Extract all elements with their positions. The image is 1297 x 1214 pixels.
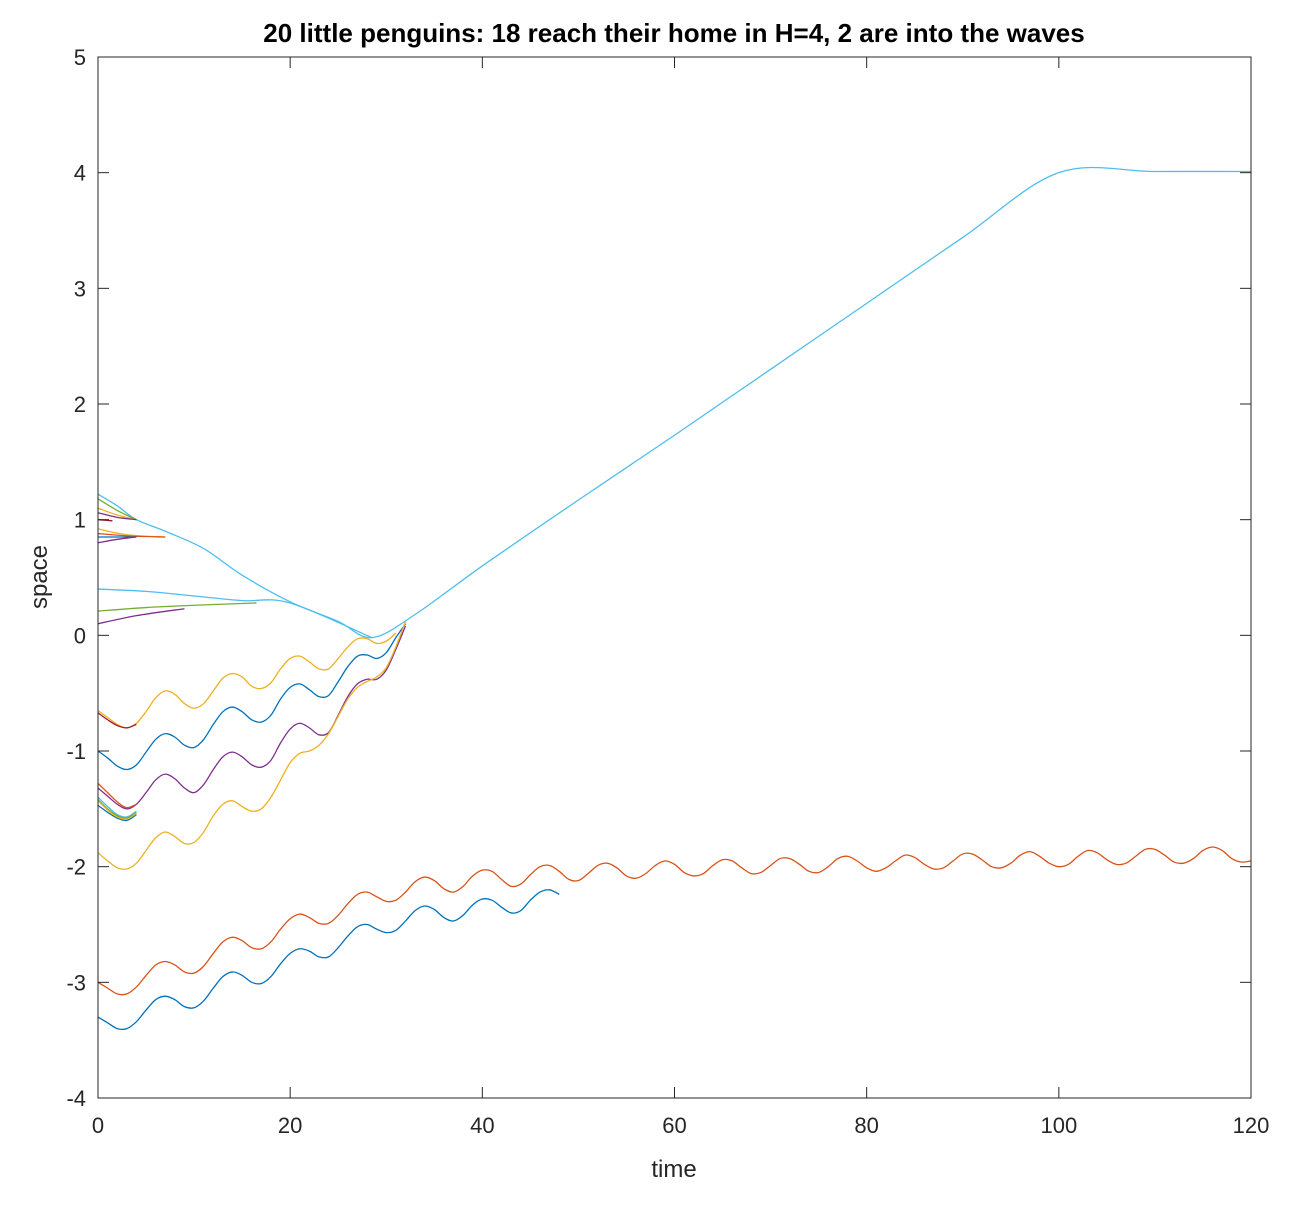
- trajectory-line-13: [97, 632, 397, 729]
- plot-area-box: [97, 56, 1252, 1099]
- trajectory-line-21: [97, 800, 137, 821]
- y-tick-labels: -4 -3 -2 -1 0 1 2 3 4 5: [66, 45, 86, 1111]
- y-tick-label: 5: [74, 45, 86, 70]
- trajectory-line-1: [97, 166, 1252, 639]
- chart-title: 20 little penguins: 18 reach their home …: [263, 18, 1084, 48]
- trajectory-line-3: [97, 602, 257, 612]
- trajectory-line-16: [97, 625, 407, 810]
- x-tick-label: 40: [470, 1113, 494, 1138]
- trajectory-line-4: [97, 608, 185, 625]
- y-tick-label: -1: [66, 739, 86, 764]
- trajectory-line-15: [97, 623, 407, 771]
- x-tick-label: 100: [1040, 1113, 1077, 1138]
- trajectory-line-17: [97, 782, 137, 809]
- x-tick-label: 60: [662, 1113, 686, 1138]
- x-tick-label: 20: [278, 1113, 302, 1138]
- x-axis-label: time: [651, 1156, 696, 1183]
- trajectory-line-7: [97, 512, 137, 521]
- trajectory-line-20: [97, 804, 137, 822]
- y-tick-label: 1: [74, 508, 86, 533]
- trajectory-line-14: [97, 712, 137, 729]
- y-tick-label: 3: [74, 276, 86, 301]
- y-tick-label: 4: [74, 161, 86, 186]
- trajectory-line-19: [97, 799, 137, 819]
- x-tick-labels: 0 20 40 60 80 100 120: [92, 1113, 1269, 1138]
- trajectory-line-22: [97, 621, 407, 870]
- trajectory-line-2: [97, 588, 373, 639]
- y-axis-label: space: [26, 545, 53, 609]
- y-tick-label: -4: [66, 1086, 86, 1111]
- y-tick-label: -3: [66, 970, 86, 995]
- x-tick-label: 0: [92, 1113, 104, 1138]
- y-tick-label: -2: [66, 855, 86, 880]
- trajectory-line-5: [97, 498, 137, 521]
- y-tick-label: 2: [74, 392, 86, 417]
- trajectory-line-12: [97, 536, 137, 544]
- x-tick-label: 120: [1233, 1113, 1270, 1138]
- trajectory-line-18: [97, 796, 137, 818]
- trajectory-line-10: [97, 532, 166, 538]
- trajectory-line-23: [97, 846, 1252, 996]
- y-tick-label: 0: [74, 623, 86, 648]
- trajectory-line-24: [97, 889, 560, 1031]
- x-tick-label: 80: [854, 1113, 878, 1138]
- data-lines: [97, 166, 1252, 1031]
